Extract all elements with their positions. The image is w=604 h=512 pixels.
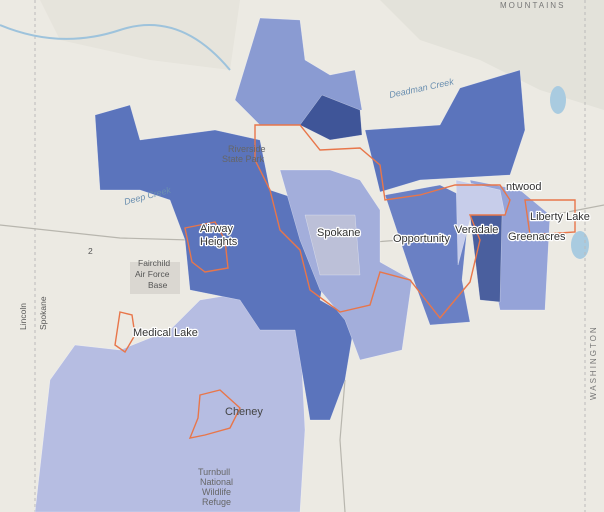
city-boundary bbox=[188, 389, 241, 439]
city-label: Greenacres bbox=[508, 231, 566, 243]
region bbox=[34, 289, 306, 512]
city-label: Airway bbox=[200, 223, 234, 235]
city-label: Liberty Lake bbox=[530, 211, 590, 223]
region bbox=[94, 104, 356, 421]
city-label: Opportunity bbox=[393, 233, 450, 245]
park-label: Refuge bbox=[202, 497, 231, 507]
place-label: Fairchild bbox=[138, 258, 170, 268]
city-boundary bbox=[254, 124, 511, 320]
park-label: Wildlife bbox=[202, 487, 231, 497]
region bbox=[299, 94, 363, 141]
terrain bbox=[40, 0, 240, 70]
city-label: Spokane bbox=[317, 227, 360, 239]
highway bbox=[339, 379, 346, 512]
county-label: Spokane bbox=[38, 296, 48, 330]
city-label: Veradale bbox=[455, 224, 498, 236]
state-label: WASHINGTON bbox=[589, 325, 598, 400]
city-label: Medical Lake bbox=[133, 327, 198, 339]
region bbox=[364, 69, 526, 193]
park-label: National bbox=[200, 477, 233, 487]
city-boundary bbox=[114, 311, 136, 354]
park-label: Riverside bbox=[228, 144, 266, 154]
terrain bbox=[380, 0, 604, 110]
place-label: Base bbox=[148, 280, 168, 290]
place-label: Air Force bbox=[135, 269, 170, 279]
city-label: Heights bbox=[200, 236, 238, 248]
city-label: Cheney bbox=[225, 406, 263, 418]
air-base bbox=[130, 262, 180, 294]
river bbox=[0, 24, 231, 71]
lake bbox=[550, 86, 566, 114]
area-label: MOUNTAINS bbox=[500, 1, 565, 10]
city-boundary bbox=[184, 221, 229, 273]
lake bbox=[571, 231, 589, 259]
county-label: Lincoln bbox=[18, 303, 28, 330]
city-boundary bbox=[524, 199, 576, 236]
highway-label: 2 bbox=[88, 246, 93, 256]
city-label: ntwood bbox=[506, 181, 541, 193]
region bbox=[304, 214, 361, 276]
park-label: Turnbull bbox=[198, 467, 230, 477]
park-label: State Park bbox=[222, 154, 265, 164]
